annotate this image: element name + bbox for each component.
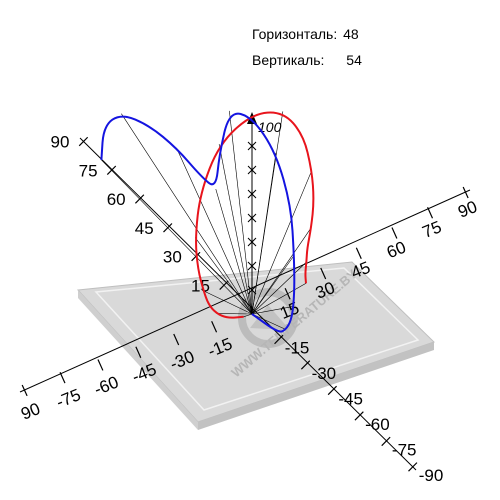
intensity-tick	[247, 189, 257, 199]
vertical-tick-pos	[219, 280, 229, 290]
horizontal-tick-pos	[320, 267, 327, 280]
horizontal-tick-label: 60	[384, 238, 409, 263]
ray-line	[215, 188, 253, 315]
horizontal-tick-pos	[462, 186, 469, 199]
vertical-tick-label: 60	[107, 190, 126, 209]
ray-line	[194, 237, 253, 315]
intensity-tick	[247, 165, 257, 175]
vertical-value: 54	[346, 52, 362, 68]
vertical-tick-label: 75	[79, 161, 98, 180]
horizontal-tick-neg	[211, 321, 218, 333]
ray-line	[251, 306, 294, 315]
vertical-tick-label: -60	[365, 415, 390, 434]
ray-line	[251, 152, 277, 315]
curves	[100, 111, 315, 333]
ray-line	[176, 147, 253, 315]
horizontal-tick-label: 90	[18, 399, 43, 424]
horizontal-readout: Горизонталь: 48	[252, 26, 359, 42]
vertical-tick-neg	[327, 385, 338, 396]
ray-line	[243, 313, 253, 318]
vertical-tick-neg	[300, 360, 311, 370]
vertical-tick-label: -15	[285, 338, 310, 357]
intensity-tick	[247, 213, 257, 223]
vertical-tick-pos	[106, 165, 117, 175]
vertical-tick-neg	[381, 436, 391, 447]
vertical-tick-label: 15	[191, 276, 210, 295]
ray-line	[101, 159, 253, 315]
horizontal-value: 48	[343, 26, 359, 42]
vertical-tick-neg	[354, 411, 364, 421]
horizontal-tick-label: -60	[91, 372, 121, 399]
horizontal-label: Горизонталь:	[252, 26, 338, 42]
ray-line	[216, 313, 253, 315]
vertical-tick-label: -75	[392, 440, 417, 459]
vertical-label: Вертикаль:	[252, 52, 325, 68]
ray-line	[251, 283, 307, 315]
horizontal-tick-neg	[21, 384, 28, 397]
ray-line	[121, 113, 253, 315]
vertical-tick-pos	[78, 136, 89, 147]
horizontal-tick-neg	[97, 359, 104, 371]
vertical-tick-label: -45	[338, 389, 363, 408]
horizontal-tick-neg	[173, 333, 180, 346]
vertical-tick-label: 45	[135, 219, 154, 238]
intensity-tick	[247, 261, 257, 271]
tick-marks	[21, 136, 469, 472]
horizontal-axis-line	[19, 189, 471, 393]
vertical-curve	[100, 112, 296, 333]
ray-line	[203, 290, 253, 315]
vertical-tick-label: 90	[51, 133, 70, 152]
ray-line	[251, 255, 295, 315]
horizontal-curve	[195, 111, 315, 319]
horizontal-tick-pos	[284, 288, 291, 300]
ray-line	[251, 313, 286, 330]
ray-line	[251, 170, 313, 315]
vertical-tick-label: -30	[312, 364, 337, 383]
intensity-tick	[247, 237, 257, 247]
horizontal-tick-label: 90	[455, 197, 480, 222]
horizontal-tick-neg	[59, 371, 66, 384]
horizontal-tick-pos	[391, 227, 398, 239]
horizontal-tick-pos	[427, 207, 434, 219]
ray-line	[251, 261, 307, 315]
horizontal-tick-neg	[135, 346, 142, 358]
ray-lines	[101, 110, 313, 330]
horizontal-tick-label: 75	[420, 217, 445, 242]
vertical-readout: Вертикаль: 54	[252, 52, 362, 68]
ray-line	[229, 110, 253, 315]
ray-line	[251, 227, 312, 315]
base-plate	[76, 261, 435, 430]
intensity-tick	[247, 285, 257, 295]
vertical-tick-label: 30	[163, 248, 182, 267]
vertical-tick-neg	[274, 334, 284, 345]
intensity-tick	[247, 141, 257, 151]
vertical-tick-pos	[134, 194, 145, 204]
intensity-max-label: 100	[258, 119, 282, 135]
vertical-tick-label: -90	[419, 466, 444, 485]
vertical-tick-pos	[163, 223, 173, 233]
horizontal-tick-pos	[355, 247, 362, 259]
horizontal-tick-label: -75	[54, 385, 84, 412]
vertical-tick-neg	[408, 462, 418, 472]
ray-line	[218, 143, 253, 315]
